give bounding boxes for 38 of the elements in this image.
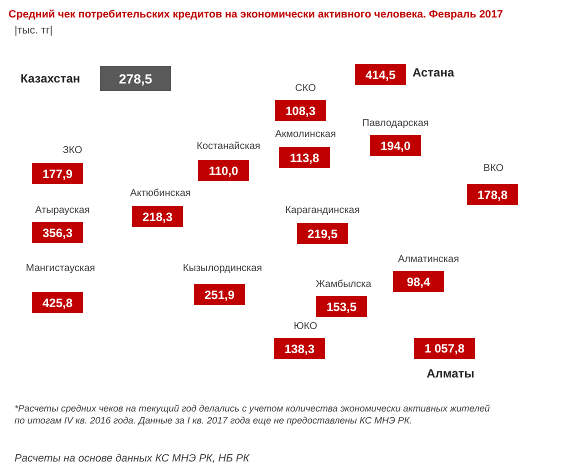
data-label: 219,5 bbox=[307, 227, 338, 241]
data-label: 251,9 bbox=[204, 288, 235, 302]
category-label: Костанайская bbox=[196, 141, 260, 152]
category-label: Мангистауская bbox=[26, 263, 96, 274]
category-label: Карагандинская bbox=[285, 205, 360, 216]
data-label: 425,8 bbox=[42, 296, 73, 310]
data-label: 177,9 bbox=[42, 167, 73, 181]
data-label: 414,5 bbox=[365, 68, 396, 82]
data-label: 1 057,8 bbox=[424, 342, 465, 356]
data-label: 110,0 bbox=[208, 164, 239, 178]
text: |тыс. тг| bbox=[14, 24, 53, 36]
category-label: Алматинская bbox=[398, 254, 459, 265]
data-label: 138,3 bbox=[284, 342, 315, 356]
category-label: ЮКО bbox=[294, 321, 318, 332]
data-label: 194,0 bbox=[380, 139, 411, 153]
category-label: Актюбинская bbox=[130, 188, 191, 199]
data-label: 356,3 bbox=[42, 226, 73, 240]
category-label: ЗКО bbox=[62, 145, 82, 156]
category-label: Акмолинская bbox=[275, 129, 336, 140]
category-label: ВКО bbox=[483, 163, 504, 174]
category-label: СКО bbox=[295, 83, 316, 94]
data-label: 153,5 bbox=[326, 300, 357, 314]
data-label: 178,8 bbox=[477, 188, 508, 202]
data-label: 278,5 bbox=[118, 72, 153, 86]
category-label: Астана bbox=[412, 66, 454, 80]
category-label: Кызылординская bbox=[182, 263, 262, 274]
data-label: 98,4 bbox=[406, 275, 431, 289]
category-label: Павлодарская bbox=[362, 118, 429, 129]
text: Средний чек потребительских кредитов на экономически активного человека. Февраль 2017 bbox=[8, 8, 503, 20]
category-label: Жамбылска bbox=[316, 279, 372, 290]
category-label: Казахстан bbox=[20, 72, 80, 86]
category-label: Атырауская bbox=[35, 205, 90, 216]
data-label: 108,3 bbox=[285, 104, 316, 118]
category-label: Алматы bbox=[426, 366, 474, 380]
text: Расчеты на основе данных КС МНЭ РК, НБ РК bbox=[14, 452, 250, 464]
data-label: 113,8 bbox=[290, 151, 320, 165]
text: *Расчеты средних чеков на текущий год делались с учетом количества экономически активных жителей по итогам IV кв. 2016 года. Данные за I кв. 2017 года еще не предоставлены КС МНЭ РК. bbox=[14, 404, 490, 426]
data-label: 218,3 bbox=[142, 210, 173, 224]
